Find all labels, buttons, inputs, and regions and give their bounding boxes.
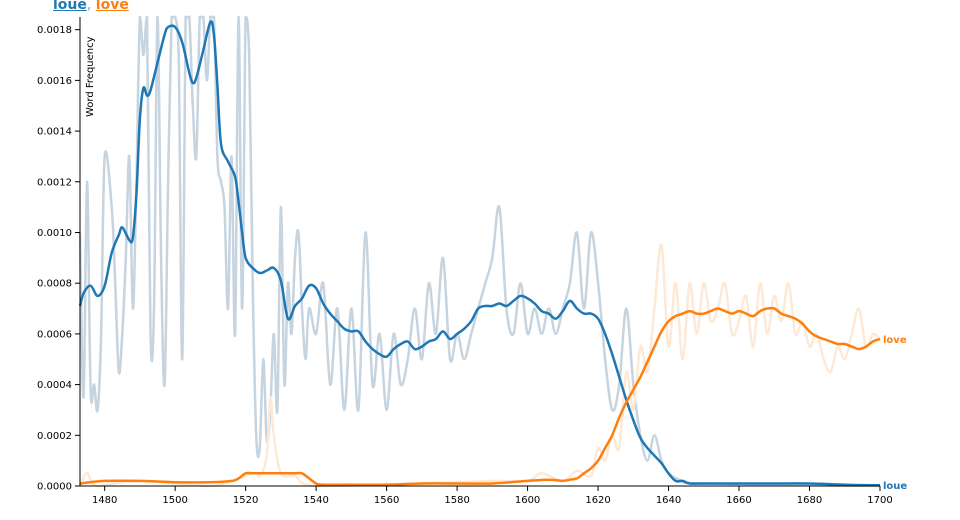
y-tick: 0.0004 bbox=[37, 380, 80, 391]
x-tick-label: 1640 bbox=[656, 495, 681, 506]
raw-series-layer bbox=[78, 15, 881, 488]
x-tick-label: 1560 bbox=[374, 495, 399, 506]
y-tick-label: 0.0002 bbox=[37, 431, 72, 442]
legend-series-loue[interactable]: loue bbox=[53, 0, 87, 13]
legend-separator: , bbox=[86, 0, 96, 13]
x-tick-label: 1700 bbox=[867, 495, 892, 506]
x-tick: 1560 bbox=[374, 486, 399, 506]
x-tick: 1600 bbox=[515, 486, 540, 506]
end-label-loue: loue bbox=[883, 481, 907, 492]
y-tick: 0.0010 bbox=[37, 228, 80, 239]
y-tick-label: 0.0000 bbox=[37, 482, 72, 493]
x-tick-label: 1540 bbox=[303, 495, 328, 506]
x-tick: 1500 bbox=[162, 486, 188, 506]
y-tick: 0.0008 bbox=[37, 279, 80, 290]
x-tick: 1640 bbox=[656, 486, 681, 506]
x-tick: 1540 bbox=[303, 486, 329, 506]
x-tick: 1660 bbox=[726, 486, 752, 506]
y-tick: 0.0016 bbox=[37, 76, 80, 87]
y-tick: 0.0014 bbox=[37, 127, 80, 138]
legend: loue, love bbox=[53, 0, 129, 13]
x-tick-label: 1660 bbox=[726, 495, 751, 506]
y-tick: 0.0012 bbox=[37, 177, 80, 188]
series-end-labels: loue love bbox=[883, 335, 907, 492]
raw-line-loue bbox=[78, 15, 881, 488]
x-tick-label: 1480 bbox=[92, 495, 117, 506]
x-tick-label: 1680 bbox=[797, 495, 822, 506]
x-tick-label: 1520 bbox=[233, 495, 258, 506]
y-tick-label: 0.0016 bbox=[37, 76, 72, 87]
x-tick-label: 1600 bbox=[515, 495, 540, 506]
x-tick-label: 1500 bbox=[162, 495, 187, 506]
raw-line-love bbox=[78, 243, 881, 488]
y-tick-label: 0.0006 bbox=[37, 329, 72, 340]
y-tick-label: 0.0018 bbox=[37, 25, 72, 36]
y-tick: 0.0006 bbox=[37, 329, 80, 340]
x-tick: 1480 bbox=[92, 486, 117, 506]
x-tick: 1620 bbox=[585, 486, 611, 506]
y-tick-label: 0.0014 bbox=[37, 127, 72, 138]
x-tick: 1520 bbox=[233, 486, 258, 506]
y-axis-label: Word Frequency bbox=[85, 36, 96, 117]
x-tick-label: 1620 bbox=[585, 495, 610, 506]
y-tick: 0.0002 bbox=[37, 431, 80, 442]
x-tick: 1700 bbox=[867, 486, 893, 506]
smoothed-series-layer bbox=[78, 20, 881, 487]
y-tick: 0.0018 bbox=[37, 25, 80, 36]
end-label-love: love bbox=[883, 335, 907, 346]
y-tick: 0.0000 bbox=[37, 482, 80, 493]
x-axis: 1480 1500 1520 1540 1560 1580 1600 1620 1640 1660… bbox=[80, 485, 893, 506]
y-tick-label: 0.0008 bbox=[37, 279, 72, 290]
x-tick-label: 1580 bbox=[444, 495, 469, 506]
y-tick-label: 0.0012 bbox=[37, 177, 72, 188]
y-tick-label: 0.0004 bbox=[37, 380, 72, 391]
y-axis: 0.0000 0.0002 0.0004 0.0006 0.0008 0.0010 0.00… bbox=[37, 17, 81, 493]
y-tick-label: 0.0010 bbox=[37, 228, 72, 239]
x-tick: 1580 bbox=[444, 486, 470, 506]
smoothed-line-love[interactable] bbox=[79, 306, 881, 487]
legend-series-love[interactable]: love bbox=[95, 0, 129, 13]
smoothed-line-loue[interactable] bbox=[78, 20, 881, 487]
x-tick: 1680 bbox=[797, 486, 822, 506]
